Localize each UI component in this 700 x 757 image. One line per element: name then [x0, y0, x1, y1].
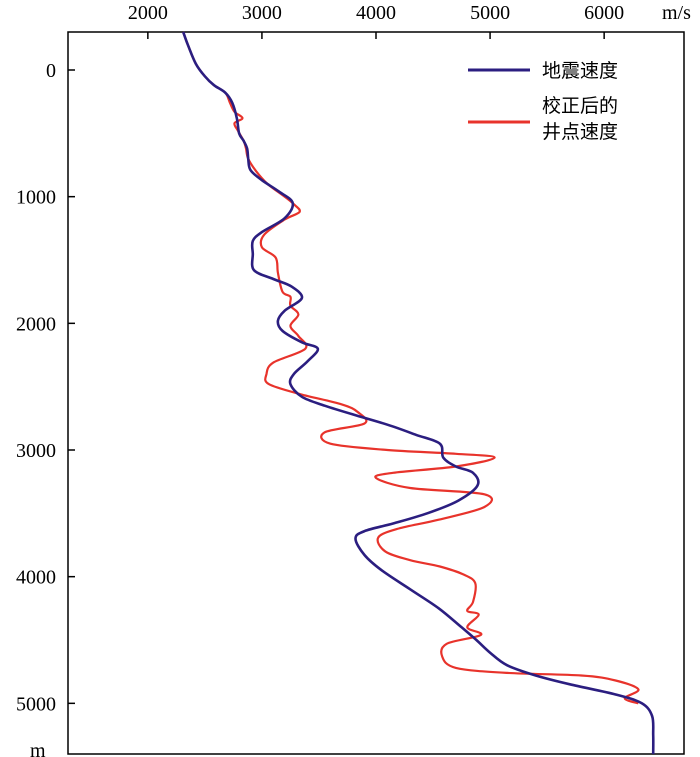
y-unit-label: m	[30, 740, 46, 757]
x-tick-label: 3000	[242, 2, 282, 24]
plot-area	[67, 31, 685, 755]
legend-label-well: 校正后的	[542, 95, 618, 117]
legend-label-well-line2: 井点速度	[542, 121, 618, 143]
y-tick-label: 4000	[16, 567, 56, 589]
x-tick-label: 2000	[128, 2, 168, 24]
x-unit-label: m/s	[662, 2, 691, 24]
x-tick-label: 4000	[356, 2, 396, 24]
y-tick-label: 3000	[16, 440, 56, 462]
x-tick-label: 5000	[470, 2, 510, 24]
y-tick-label: 0	[46, 60, 56, 82]
legend-label-seismic: 地震速度	[542, 60, 618, 82]
series-line-seismic-velocity	[181, 31, 655, 755]
series-group	[181, 31, 655, 755]
x-axis: 2000 3000 4000 5000 6000	[128, 2, 624, 39]
y-axis: 0 1000 2000 3000 4000 5000	[16, 60, 75, 715]
y-tick-label: 2000	[16, 313, 56, 335]
legend: 地震速度 校正后的 井点速度	[468, 60, 618, 143]
y-tick-label: 1000	[16, 187, 56, 209]
y-tick-label: 5000	[16, 693, 56, 715]
x-tick-label: 6000	[584, 2, 624, 24]
